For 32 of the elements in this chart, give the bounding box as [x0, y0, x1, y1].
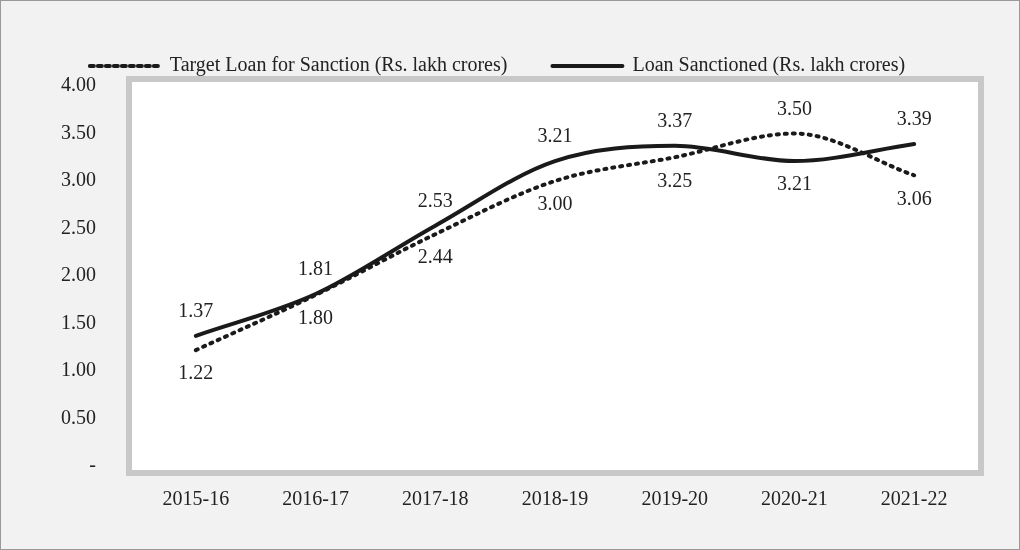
data-label: 3.06 — [896, 186, 932, 209]
y-tick-label: 1.50 — [61, 310, 96, 333]
y-tick-label: 1.00 — [61, 358, 96, 381]
x-tick-label: 2018-19 — [521, 487, 589, 510]
legend-label: Target Loan for Sanction (Rs. lakh crores) — [169, 53, 508, 77]
data-label: 3.50 — [776, 96, 812, 119]
y-tick-label: 2.00 — [61, 263, 96, 286]
data-label: 3.00 — [537, 192, 573, 215]
data-label: 3.39 — [896, 107, 932, 130]
legend-label: Loan Sanctioned (Rs. lakh crores) — [632, 53, 906, 77]
x-tick-label: 2015-16 — [162, 487, 230, 510]
y-tick-label: - — [89, 453, 96, 476]
y-tick-label: 3.00 — [61, 168, 96, 191]
y-tick-label: 4.00 — [61, 73, 96, 96]
data-label: 1.22 — [178, 361, 214, 384]
data-label: 2.53 — [417, 188, 453, 211]
data-label: 2.44 — [417, 245, 453, 268]
y-tick-label: 2.50 — [61, 215, 96, 238]
x-tick-label: 2021-22 — [880, 487, 948, 510]
data-label: 1.80 — [298, 306, 334, 329]
x-tick-label: 2019-20 — [641, 487, 709, 510]
x-tick-label: 2020-21 — [761, 487, 828, 510]
data-label: 3.37 — [657, 109, 693, 132]
data-label: 3.25 — [657, 168, 693, 191]
data-label: 3.21 — [776, 172, 812, 195]
data-label: 3.21 — [537, 124, 573, 147]
y-tick-label: 0.50 — [61, 405, 96, 428]
data-label: 1.37 — [178, 299, 214, 322]
x-tick-label: 2016-17 — [282, 487, 349, 510]
x-tick-label: 2017-18 — [401, 487, 469, 510]
y-tick-label: 3.50 — [61, 120, 96, 143]
data-label: 1.81 — [298, 257, 334, 280]
